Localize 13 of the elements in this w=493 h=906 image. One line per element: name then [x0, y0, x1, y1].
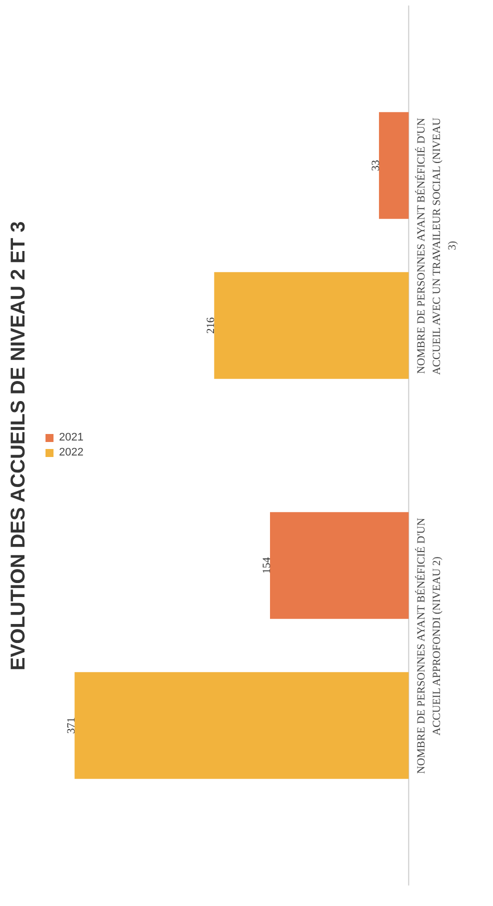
bar	[74, 672, 409, 779]
text: EVOLUTION DES ACCUEILS DE NIVEAU 2 ET 3	[8, 221, 30, 671]
legend-label: 2022	[59, 446, 84, 458]
data-label: 216	[205, 316, 218, 334]
y-tick-label: NOMBRE DE PERSONNES AYANT BÉNÉFICIÉ D'UN ACCUEIL APPROFONDI (NIVEAU 2)	[414, 518, 443, 774]
bar	[378, 112, 409, 219]
data-label: 33	[370, 160, 382, 171]
data-label: 371	[66, 717, 78, 734]
bar	[270, 512, 409, 619]
y-tick-label: NOMBRE DE PERSONNES AYANT BÉNÉFICIÉ D'UN ACCUEIL AVEC UN TRAVAILEUR SOCIAL (NIVEAU 3)	[414, 118, 459, 375]
bar	[214, 272, 409, 379]
legend-label: 2021	[59, 432, 84, 444]
data-label: 154	[261, 556, 274, 574]
